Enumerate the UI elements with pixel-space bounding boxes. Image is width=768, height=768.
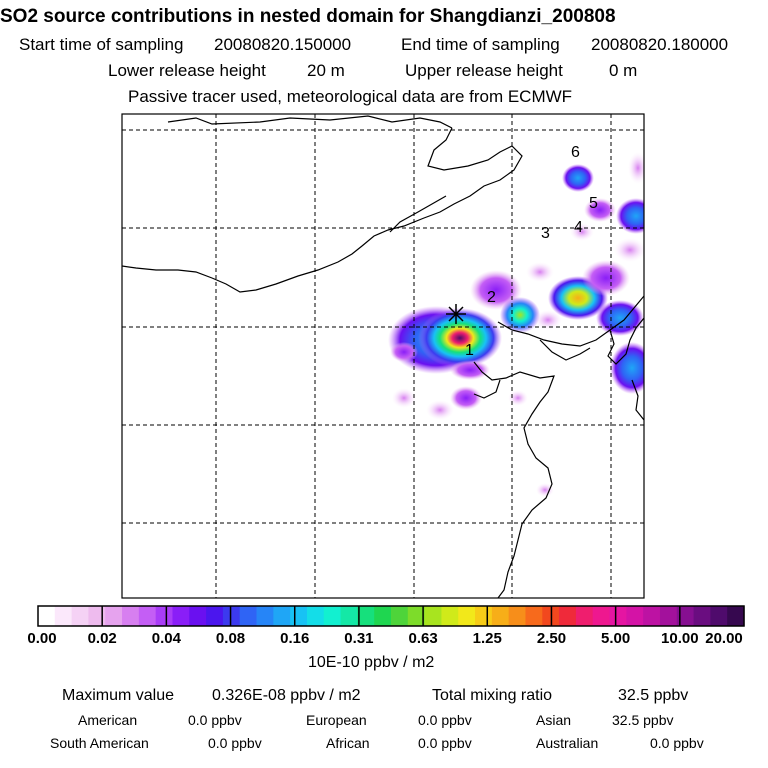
colorbar-tick-label: 0.00: [27, 630, 57, 647]
source-marker-2: 2: [487, 289, 496, 306]
plot-title: SO2 source contributions in nested domai…: [0, 6, 616, 27]
colorbar-cell: [592, 606, 611, 626]
lat-lon-grid: [122, 114, 644, 598]
colorbar-cell: [559, 606, 577, 626]
colorbar-cell: [189, 606, 207, 626]
colorbar-tick-label: 0.08: [215, 630, 246, 647]
source-marker-4: 4: [574, 219, 583, 236]
colorbar-cell: [222, 606, 241, 626]
region-south-american-value: 0.0 ppbv: [208, 735, 262, 751]
colorbar-cell: [38, 606, 56, 626]
region-australian-value: 0.0 ppbv: [650, 735, 704, 751]
region-african-value: 0.0 ppbv: [418, 735, 472, 751]
colorbar-cell: [491, 606, 510, 626]
colorbar-cell: [626, 606, 644, 626]
colorbar-cell: [155, 606, 174, 626]
region-european-label: European: [306, 712, 367, 728]
colorbar-tick-label: 0.02: [87, 630, 117, 647]
start-time-value: 20080820.150000: [214, 35, 352, 54]
end-time-value: 20080820.180000: [591, 35, 729, 54]
colorbar-cell: [239, 606, 258, 626]
region-asian-value: 32.5 ppbv: [612, 712, 674, 728]
source-marker-6: 6: [571, 144, 580, 161]
colorbar-tick-label: 1.25: [472, 630, 502, 647]
colorbar-cell: [290, 606, 308, 626]
colorbar-cell: [676, 606, 695, 626]
colorbar-tick-label: 0.04: [151, 630, 181, 647]
source-marker-3: 3: [541, 225, 550, 242]
colorbar-cell: [525, 606, 543, 626]
region-american-value: 0.0 ppbv: [188, 712, 242, 728]
colorbar-cell: [609, 606, 627, 626]
colorbar-cell: [105, 606, 123, 626]
colorbar-cell: [643, 606, 661, 626]
colorbar-cell: [407, 606, 426, 626]
colorbar-cell: [172, 606, 190, 626]
colorbar-cell: [206, 606, 224, 626]
colorbar-unit: 10E-10 ppbv / m2: [308, 654, 435, 671]
colorbar-cell: [475, 606, 493, 626]
colorbar-cell: [256, 606, 274, 626]
max-value-label: Maximum value: [62, 687, 175, 704]
colorbar-cell: [54, 606, 73, 626]
colorbar-cell: [693, 606, 711, 626]
colorbar-cell: [273, 606, 291, 626]
region-european-value: 0.0 ppbv: [418, 712, 472, 728]
colorbar-cell: [458, 606, 476, 626]
colorbar-tick-label: 0.31: [344, 630, 374, 647]
colorbar-cell: [88, 606, 106, 626]
colorbar-cell: [659, 606, 678, 626]
colorbar-tick-label: 5.00: [601, 630, 631, 647]
colorbar-tick-label: 2.50: [536, 630, 567, 647]
upper-height-value: 0 m: [609, 61, 638, 80]
colorbar-cell: [441, 606, 459, 626]
total-mixing-label: Total mixing ratio: [432, 687, 553, 704]
source-marker-5: 5: [589, 195, 598, 212]
region-american-label: American: [78, 712, 138, 728]
lower-height-label: Lower release height: [108, 61, 266, 80]
colorbar-cell: [508, 606, 527, 626]
colorbar-cell: [122, 606, 140, 626]
map-frame: [121, 113, 645, 599]
colorbar-cell: [357, 606, 375, 626]
total-mixing-value: 32.5 ppbv: [618, 687, 689, 704]
concentration-field: [388, 152, 644, 497]
colorbar-cell: [71, 606, 90, 626]
colorbar-cell: [306, 606, 325, 626]
tracer-note: Passive tracer used, meteorological data…: [128, 87, 573, 106]
source-marker-1: 1: [465, 342, 474, 359]
colorbar-cell: [323, 606, 342, 626]
colorbar-cell: [575, 606, 594, 626]
upper-height-label: Upper release height: [405, 61, 563, 80]
colorbar-frame: [37, 605, 745, 627]
colorbar-cell: [391, 606, 409, 626]
colorbar-tick-label: 20.00: [705, 630, 743, 647]
region-south-american-label: South American: [50, 735, 149, 751]
colorbar-cell: [340, 606, 358, 626]
region-asian-label: Asian: [536, 712, 572, 728]
colorbar-tick-label: 10.00: [661, 630, 699, 647]
end-time-label: End time of sampling: [401, 35, 560, 54]
colorbar-cell: [424, 606, 443, 626]
region-australian-label: Australian: [536, 735, 599, 751]
colorbar-cell: [727, 606, 745, 626]
lower-height-value: 20 m: [307, 61, 345, 80]
colorbar-cell: [138, 606, 157, 626]
region-african-label: African: [326, 735, 370, 751]
coastlines: [122, 115, 644, 598]
colorbar-cell: [374, 606, 392, 626]
receptor-asterisk-icon: [446, 304, 466, 324]
colorbar-tick-label: 0.16: [280, 630, 310, 647]
colorbar-cell: [710, 606, 728, 626]
colorbar-tick-label: 0.63: [408, 630, 438, 647]
max-value: 0.326E-08 ppbv / m2: [212, 687, 361, 704]
start-time-label: Start time of sampling: [19, 35, 184, 54]
